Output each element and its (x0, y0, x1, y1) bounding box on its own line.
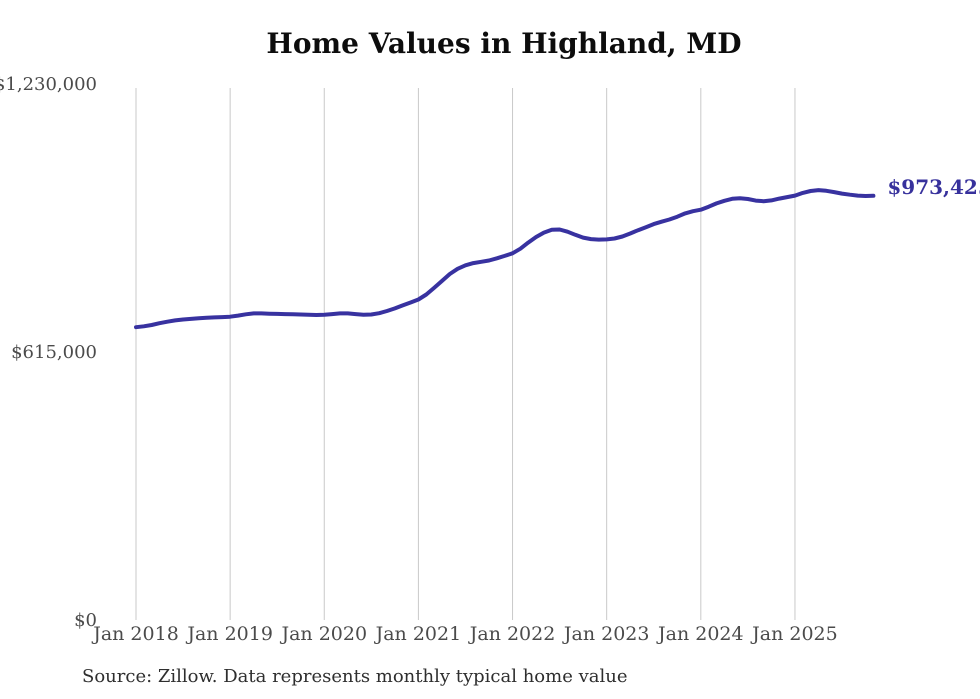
x-tick-label: Jan 2024 (656, 623, 744, 645)
chart-title: Home Values in Highland, MD (266, 27, 741, 60)
source-note: Source: Zillow. Data represents monthly … (82, 666, 628, 687)
y-tick-label: $615,000 (11, 342, 97, 363)
x-tick-label: Jan 2019 (185, 623, 273, 645)
x-tick-label: Jan 2020 (279, 623, 367, 645)
x-tick-label: Jan 2022 (468, 623, 556, 645)
series-end-value-label: $973,425 (887, 175, 980, 199)
x-tick-label: Jan 2025 (750, 623, 838, 645)
x-axis-tick-labels: Jan 2018 Jan 2019 Jan 2020 Jan 2021 Jan 2022… (91, 623, 838, 645)
y-tick-label: $1,230,000 (0, 74, 97, 95)
gridlines (135, 88, 796, 620)
x-tick-label: Jan 2018 (91, 623, 179, 645)
y-axis-tick-labels: $0 $615,000 $1,230,000 (0, 74, 97, 631)
y-tick-label: $0 (74, 610, 97, 631)
x-tick-label: Jan 2023 (562, 623, 650, 645)
series-layer (134, 188, 876, 330)
x-tick-label: Jan 2021 (374, 623, 462, 645)
series-line-home-values (134, 188, 876, 330)
